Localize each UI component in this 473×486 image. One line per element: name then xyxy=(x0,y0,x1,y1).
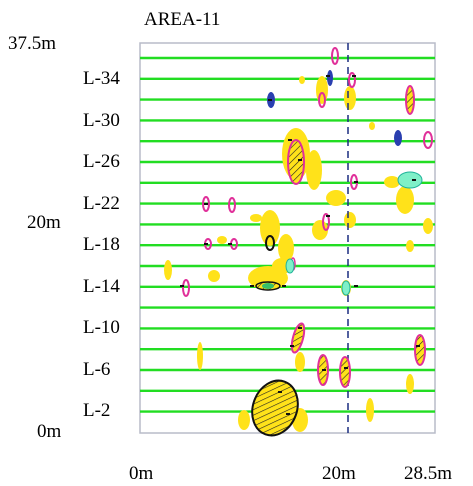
x-label-left: 0m xyxy=(129,463,154,484)
line-label: L-10 xyxy=(83,317,120,338)
outlined-anomalies xyxy=(182,47,433,437)
map-title: AREA-11 xyxy=(144,9,221,30)
x-label-middle: 20m xyxy=(322,463,356,484)
anomaly-blobs xyxy=(164,76,433,432)
y-label-middle: 20m xyxy=(27,212,61,233)
line-label: L-6 xyxy=(83,359,111,380)
line-label: L-14 xyxy=(83,276,120,297)
line-label: L-2 xyxy=(83,400,111,421)
anomaly-ticks xyxy=(180,75,420,415)
line-label: L-22 xyxy=(83,193,120,214)
line-label: L-30 xyxy=(83,110,120,131)
line-label: L-34 xyxy=(83,68,120,89)
y-label-top: 37.5m xyxy=(8,33,57,54)
line-label: L-26 xyxy=(83,151,120,172)
x-label-right: 28.5m xyxy=(404,463,453,484)
y-label-bottom: 0m xyxy=(37,421,62,442)
map-frame xyxy=(139,42,436,434)
line-label: L-18 xyxy=(83,234,120,255)
